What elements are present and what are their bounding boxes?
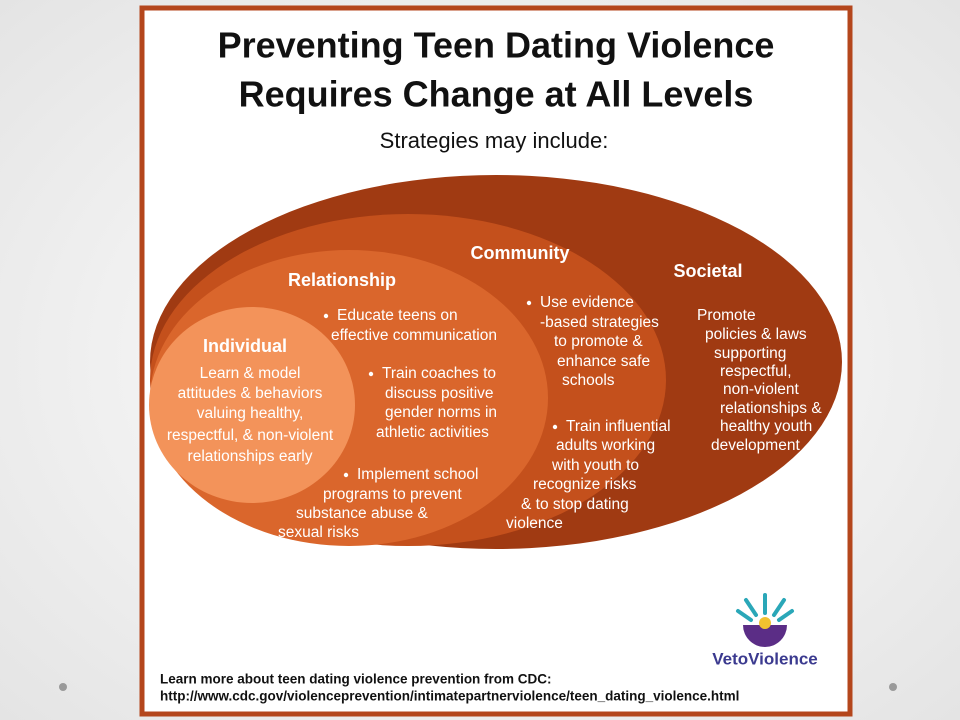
strategy-line: programs to prevent (323, 486, 462, 503)
strategy-line: attitudes & behaviors (178, 385, 323, 402)
strategy-line: discuss positive (385, 385, 494, 402)
strategy-line: & to stop dating (521, 496, 629, 513)
strategy-line: healthy youth (720, 418, 812, 435)
strategy-line: valuing healthy, (197, 405, 304, 422)
strategy-line: Learn & model (200, 365, 301, 382)
strategy-line: Train coaches to (382, 365, 496, 382)
strategy-line: with youth to (551, 457, 639, 474)
strategy-line: relationships early (188, 448, 313, 465)
strategy-line: substance abuse & (296, 505, 429, 522)
strategy-line: respectful, (720, 363, 792, 380)
strategy-line: gender norms in (385, 404, 497, 421)
footer-url: http://www.cdc.gov/violenceprevention/in… (160, 689, 739, 704)
strategy-line: Educate teens on (337, 307, 458, 324)
level-label: Societal (673, 261, 742, 281)
strategy-line: schools (562, 372, 615, 389)
strategy-line: supporting (714, 345, 786, 362)
strategy-line: athletic activities (376, 424, 489, 441)
strategy-line: violence (506, 515, 563, 532)
level-label: Relationship (288, 270, 396, 290)
strategy-line: policies & laws (705, 326, 807, 343)
strategy-line: enhance safe (557, 353, 650, 370)
strategy-line: recognize risks (533, 476, 637, 493)
strategy-line: development (711, 437, 800, 454)
bullet (368, 371, 374, 377)
title: Requires Change at All Levels (239, 74, 754, 115)
footer-text: Learn more about teen dating violence pr… (160, 672, 552, 687)
strategy-line: Promote (697, 307, 756, 324)
level-label: Individual (203, 336, 287, 356)
logo-icon (736, 593, 794, 647)
subtitle: Strategies may include: (380, 128, 609, 153)
level-label: Community (471, 243, 570, 263)
strategy-line: respectful, & non-violent (167, 427, 334, 444)
strategy-line: Use evidence (540, 294, 634, 311)
strategy-line: effective communication (331, 327, 497, 344)
bullet (323, 313, 329, 319)
strategy-line: adults working (556, 437, 655, 454)
strategy-line: Train influential (566, 418, 671, 435)
title: Preventing Teen Dating Violence (218, 25, 775, 66)
slide-dot (59, 683, 67, 691)
bullet (526, 300, 532, 306)
strategy-line: Implement school (357, 466, 478, 483)
strategy-line: to promote & (554, 333, 643, 350)
strategy-line: -based strategies (540, 314, 659, 331)
logo-text: VetoViolence (712, 649, 818, 668)
individual-ellipse (149, 307, 355, 503)
strategy-line: sexual risks (278, 524, 359, 541)
bullet (552, 424, 558, 430)
strategy-line: relationships & (720, 400, 822, 417)
slide-dot (889, 683, 897, 691)
strategy-line: non-violent (723, 381, 800, 398)
bullet (343, 472, 349, 478)
